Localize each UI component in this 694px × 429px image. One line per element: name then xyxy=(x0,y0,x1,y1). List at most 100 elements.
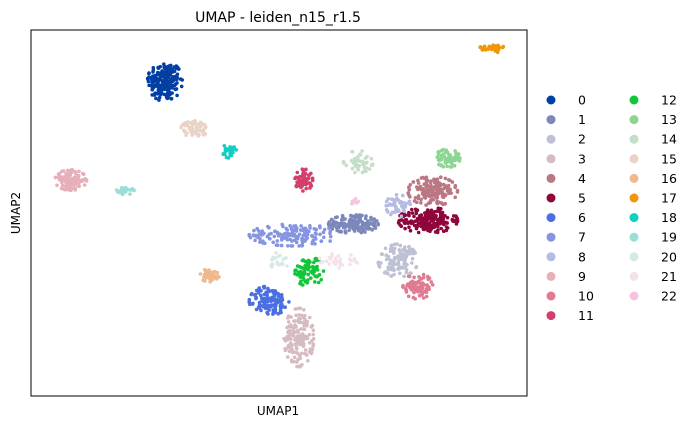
point xyxy=(286,320,291,324)
point xyxy=(377,263,381,268)
point xyxy=(321,269,326,273)
point xyxy=(456,152,461,156)
point xyxy=(306,260,311,264)
point xyxy=(429,179,433,183)
point xyxy=(430,189,435,193)
point xyxy=(266,312,270,316)
point xyxy=(386,254,391,259)
point xyxy=(298,281,302,286)
point xyxy=(255,234,260,239)
point xyxy=(255,226,259,231)
point xyxy=(285,235,289,239)
point xyxy=(410,256,415,261)
point xyxy=(253,293,257,297)
point xyxy=(398,250,403,255)
point xyxy=(77,169,81,174)
point xyxy=(397,248,402,252)
point xyxy=(428,193,432,198)
point xyxy=(295,235,299,240)
point xyxy=(278,253,282,258)
point xyxy=(297,244,302,248)
point xyxy=(398,243,403,248)
point xyxy=(169,77,174,82)
point xyxy=(202,273,207,277)
point xyxy=(384,257,389,262)
point xyxy=(311,342,316,347)
point xyxy=(164,93,168,97)
point xyxy=(293,228,297,233)
series-9 xyxy=(53,168,89,193)
point xyxy=(286,316,290,320)
point xyxy=(501,44,506,49)
point xyxy=(298,317,303,321)
point xyxy=(432,221,436,226)
point xyxy=(194,129,198,134)
point xyxy=(162,84,166,88)
point xyxy=(82,183,87,187)
point xyxy=(414,286,419,290)
point xyxy=(400,218,404,222)
point xyxy=(321,230,326,235)
point xyxy=(212,269,217,274)
point xyxy=(414,265,419,269)
legend-marker xyxy=(629,154,639,164)
series-14 xyxy=(341,149,375,175)
point xyxy=(426,201,431,205)
point xyxy=(423,211,427,215)
point xyxy=(367,167,372,171)
point xyxy=(425,183,430,187)
point xyxy=(305,228,309,233)
legend-label: 11 xyxy=(578,308,594,323)
point xyxy=(283,256,287,261)
point xyxy=(363,230,367,234)
point xyxy=(393,204,398,208)
point xyxy=(160,80,165,84)
point xyxy=(300,351,304,356)
point xyxy=(262,301,267,305)
point xyxy=(288,224,292,228)
point xyxy=(125,188,130,192)
series-18 xyxy=(221,144,239,160)
point xyxy=(67,172,71,176)
plot-frame xyxy=(30,29,528,397)
legend-marker xyxy=(546,232,556,242)
point xyxy=(449,191,454,195)
point xyxy=(335,228,339,233)
point xyxy=(347,257,352,261)
legend-marker xyxy=(629,95,639,105)
point xyxy=(436,228,440,232)
point xyxy=(70,168,74,172)
series-2 xyxy=(376,242,419,279)
point xyxy=(300,167,305,171)
point xyxy=(270,265,274,269)
point xyxy=(428,215,433,220)
point xyxy=(407,274,412,279)
point xyxy=(257,287,262,292)
point xyxy=(396,262,401,267)
point xyxy=(336,254,341,258)
point xyxy=(147,71,151,76)
point xyxy=(287,300,291,304)
point xyxy=(167,64,171,68)
point xyxy=(440,195,445,199)
point xyxy=(453,154,458,159)
point xyxy=(299,336,304,341)
point xyxy=(438,207,443,211)
point xyxy=(445,221,450,225)
point xyxy=(188,125,193,130)
point xyxy=(215,274,220,278)
point xyxy=(285,237,290,242)
point xyxy=(208,277,212,281)
point xyxy=(357,228,361,233)
point xyxy=(250,291,254,296)
point xyxy=(175,81,179,85)
point xyxy=(453,183,458,188)
point xyxy=(304,335,309,339)
point xyxy=(426,209,430,213)
point xyxy=(285,337,290,342)
point xyxy=(491,43,495,47)
point xyxy=(286,343,291,348)
point xyxy=(304,167,308,172)
point xyxy=(261,239,265,243)
